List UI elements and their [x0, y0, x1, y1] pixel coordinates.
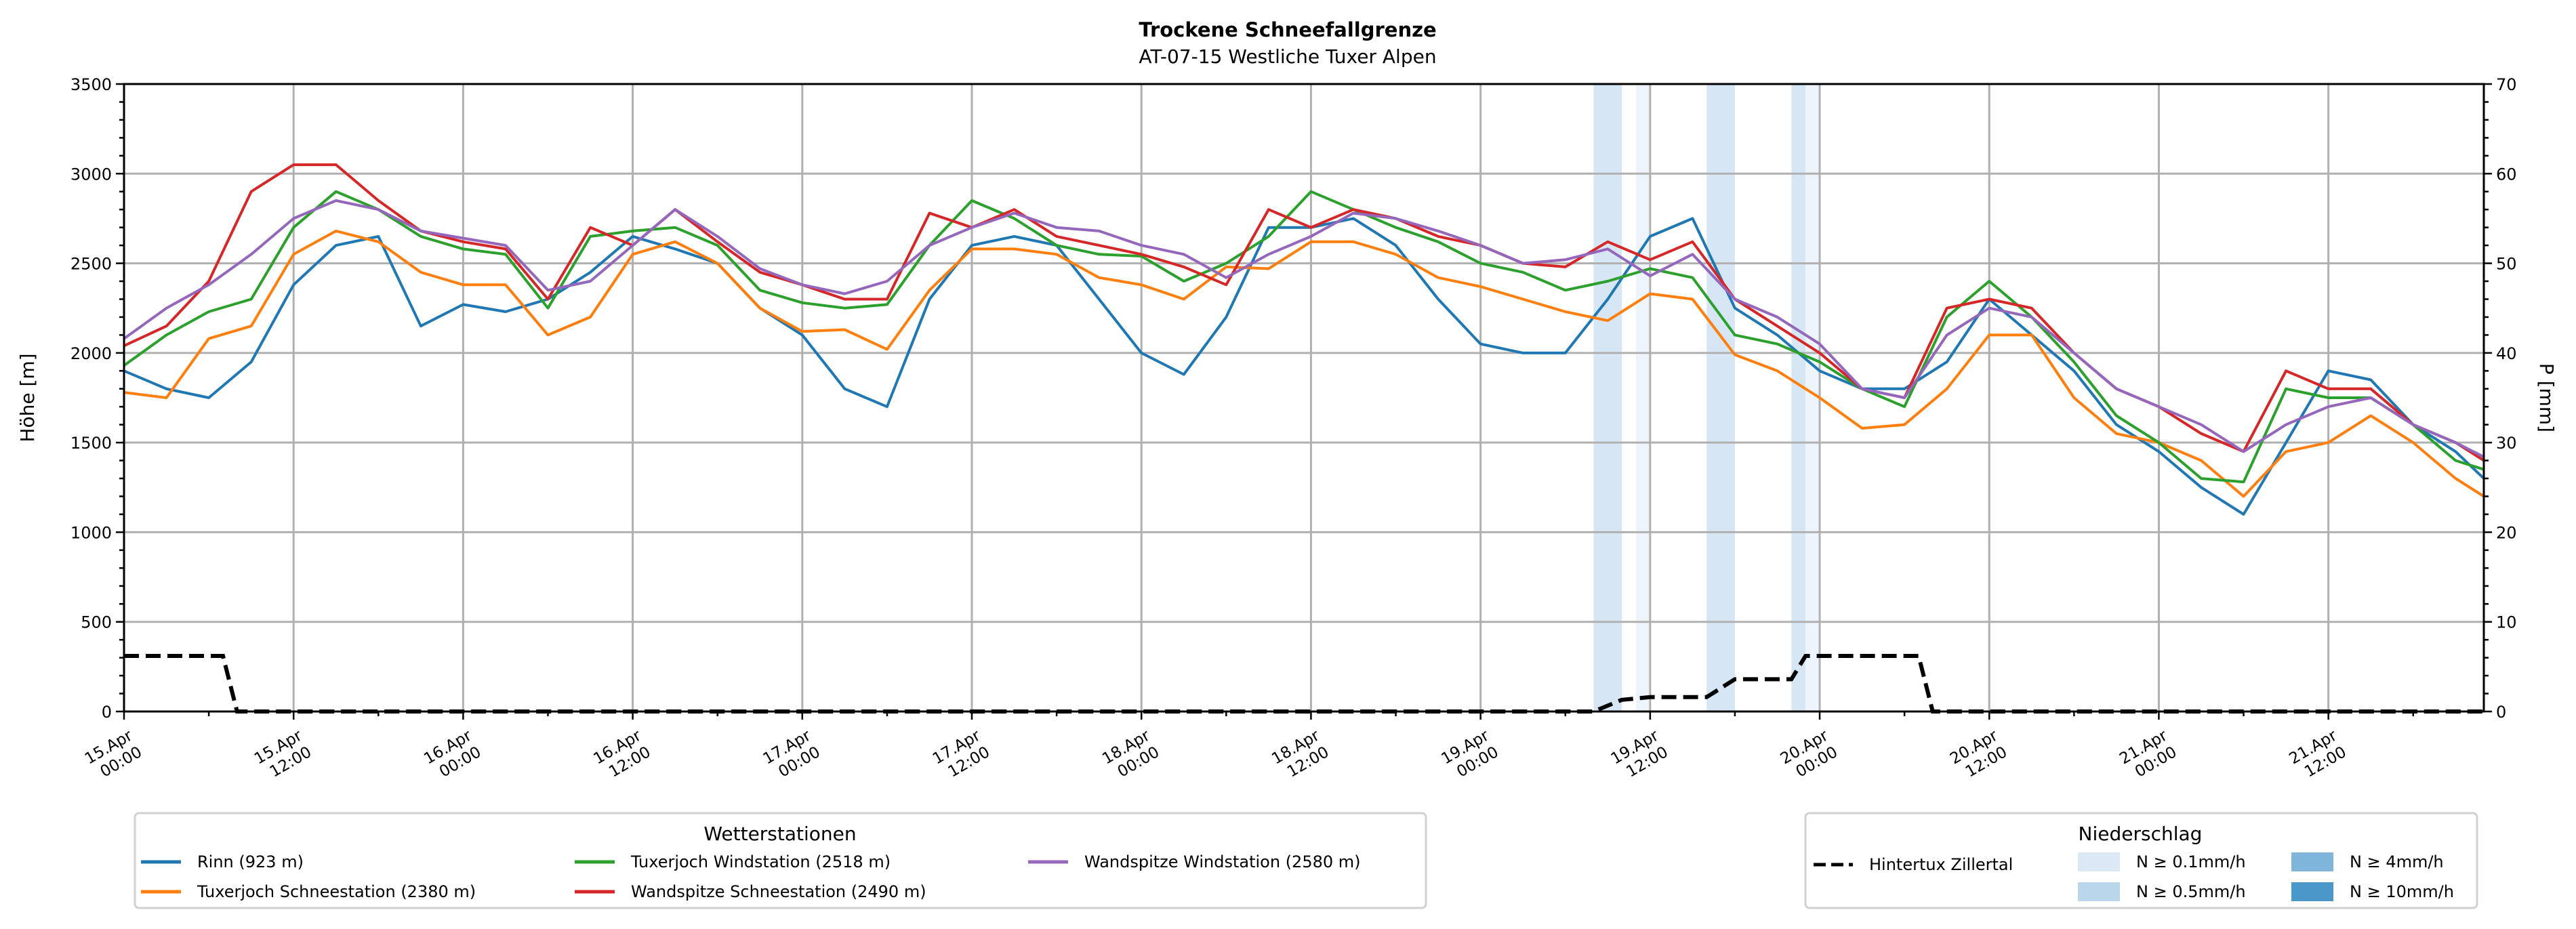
y-right-tick-label: 30 — [2496, 434, 2517, 453]
y-axis-right-label: P [mm] — [2535, 363, 2558, 432]
legend-precip-label-3: N ≥ 10mm/h — [2350, 882, 2454, 901]
y-axis-label: Höhe [m] — [16, 353, 39, 442]
y-tick-label: 1500 — [70, 434, 112, 453]
y-tick-label: 3000 — [70, 165, 112, 184]
precip-band — [1706, 84, 1735, 711]
y-tick-label: 2500 — [70, 255, 112, 274]
y-tick-label: 3500 — [70, 75, 112, 94]
legend-precip-swatch-3 — [2291, 882, 2333, 901]
y-right-tick-label: 40 — [2496, 344, 2517, 363]
precip-band — [1593, 84, 1622, 711]
series-line-1 — [123, 229, 2485, 498]
legend-label-4: Wandspitze Windstation (2580 m) — [1084, 852, 1361, 871]
legend-label-1: Tuxerjoch Schneestation (2380 m) — [197, 882, 476, 901]
legend-label-2: Tuxerjoch Windstation (2518 m) — [630, 852, 891, 871]
y-tick-label: 2000 — [70, 344, 112, 363]
legend-precip: Niederschlag Hintertux Zillertal N ≥ 0.1… — [1804, 812, 2478, 909]
y-right-tick-label: 60 — [2496, 165, 2517, 184]
legend-precip-title: Niederschlag — [2079, 823, 2203, 845]
legend-precip-swatch-2 — [2291, 852, 2333, 871]
legend-stations-title: Wetterstationen — [703, 823, 856, 845]
y-right-tick-label: 70 — [2496, 75, 2517, 94]
axes — [116, 83, 2492, 720]
legend-precip-label-2: N ≥ 4mm/h — [2350, 852, 2444, 871]
y-right-tick-label: 50 — [2496, 255, 2517, 274]
series-line-4 — [123, 199, 2485, 459]
y-tick-label: 500 — [81, 613, 112, 632]
legend-label-0: Rinn (923 m) — [197, 852, 304, 871]
precip-line — [124, 654, 2484, 714]
legend-precip-label-0: N ≥ 0.1mm/h — [2136, 852, 2246, 871]
y-tick-label: 0 — [102, 703, 112, 722]
y-right-tick-label: 20 — [2496, 523, 2517, 542]
tick-labels: 0 500 1000 1500 2000 2500 3000 3500 0 10 20 30 40 50 6… — [70, 75, 2517, 781]
legend-stations: Wetterstationen Rinn (923 m) Tuxerjoch Sc… — [134, 812, 1427, 909]
legend-precip-swatch-0 — [2078, 852, 2120, 871]
y-tick-label: 1000 — [70, 523, 112, 542]
precip-band — [1791, 84, 1806, 711]
chart-title: Trockene Schneefallgrenze — [1139, 18, 1436, 41]
legend-label-3: Wandspitze Schneestation (2490 m) — [631, 882, 926, 901]
plot-frame — [123, 83, 2485, 713]
legend-precip-swatch-1 — [2078, 882, 2120, 901]
precip-band — [1635, 84, 1650, 711]
series-line-3 — [123, 163, 2485, 462]
precip-band — [1805, 84, 1820, 711]
precip-bands — [1593, 84, 1820, 711]
y-right-tick-label: 10 — [2496, 613, 2517, 632]
legend-precip-label-1: N ≥ 0.5mm/h — [2136, 882, 2246, 901]
series-lines — [123, 163, 2485, 714]
series-line-2 — [123, 190, 2485, 484]
legend-precip-station: Hintertux Zillertal — [1869, 855, 2013, 874]
y-right-tick-label: 0 — [2496, 703, 2506, 722]
grid — [123, 83, 2484, 713]
chart-subtitle: AT-07-15 Westliche Tuxer Alpen — [1139, 45, 1436, 68]
